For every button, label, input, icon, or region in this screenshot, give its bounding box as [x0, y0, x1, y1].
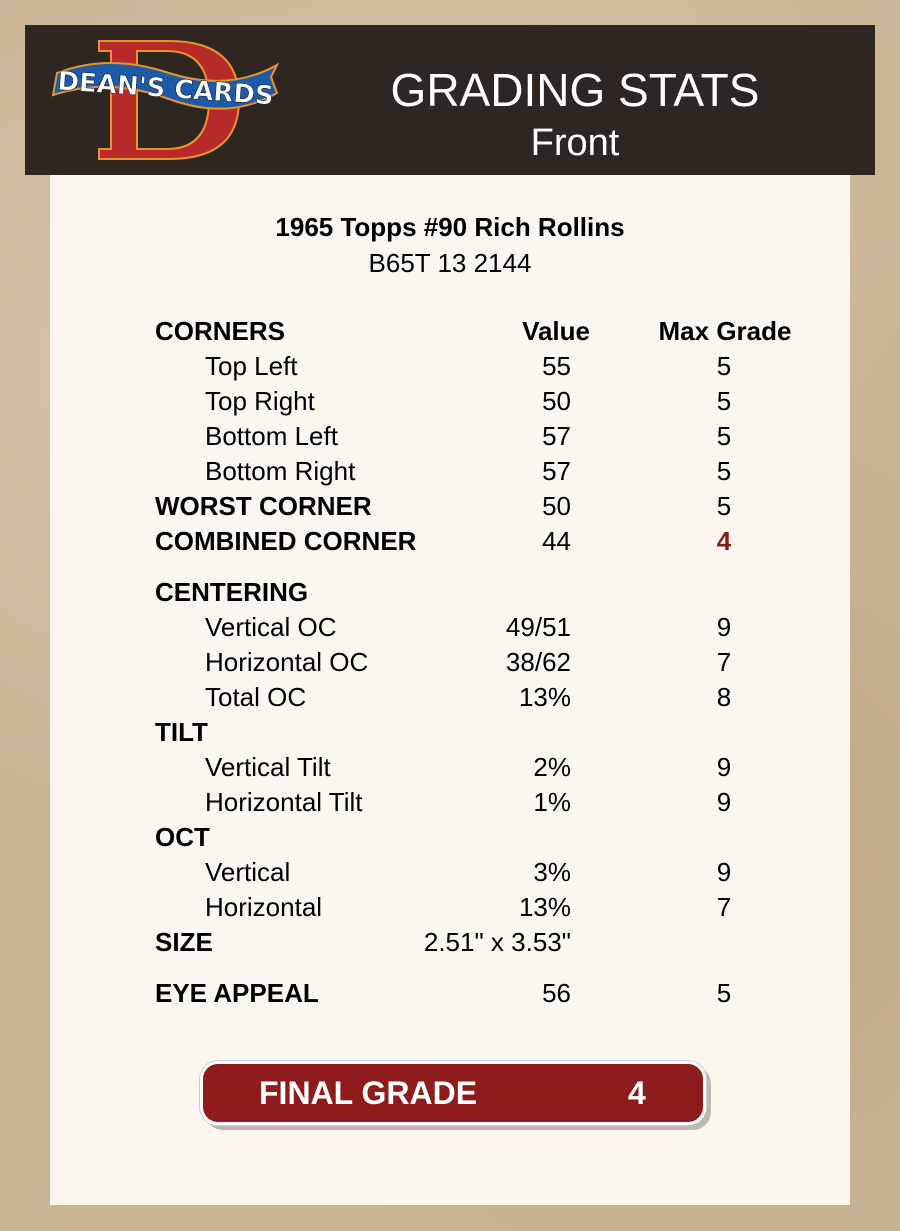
row-label: Vertical Tilt [205, 752, 331, 782]
row-value: 57 [542, 456, 571, 486]
row-value: 56 [542, 978, 571, 1008]
row-label: Horizontal [205, 892, 323, 922]
table-row: Vertical OC 49/51 9 [50, 610, 850, 645]
row-max-grade: 5 [716, 351, 732, 381]
row-label: OCT [155, 822, 210, 852]
row-label: Horizontal Tilt [205, 787, 363, 817]
row-max-grade: 5 [716, 978, 732, 1008]
column-header-value: Value [522, 316, 590, 346]
table-row: Bottom Right 57 5 [50, 454, 850, 489]
row-label: EYE APPEAL [155, 978, 319, 1008]
row-value: 1% [533, 787, 571, 817]
table-row: TILT [50, 715, 850, 750]
row-max-grade: 5 [716, 421, 732, 451]
row-max-grade: 5 [716, 491, 732, 521]
row-label: TILT [155, 717, 208, 747]
table-row: Horizontal Tilt 1% 9 [50, 785, 850, 820]
row-value: 13% [518, 682, 571, 712]
page-subtitle: Front [530, 122, 620, 164]
table-row: Top Left 55 5 [50, 349, 850, 384]
row-value: 2% [533, 752, 571, 782]
table-row: Total OC 13% 8 [50, 680, 850, 715]
column-header-max-grade: Max Grade [658, 316, 792, 346]
row-max-grade: 7 [716, 892, 732, 922]
row-label: SIZE [155, 927, 213, 957]
row-value: 44 [542, 526, 571, 556]
table-row: CENTERING [50, 575, 850, 610]
row-label: Top Right [205, 386, 315, 416]
row-value: 50 [542, 386, 571, 416]
row-value: 57 [542, 421, 571, 451]
row-label: Horizontal OC [205, 647, 369, 677]
row-max-grade: 5 [716, 456, 732, 486]
table-row: COMBINED CORNER 44 4 [50, 524, 850, 559]
table-row: Top Right 50 5 [50, 384, 850, 419]
row-label: Bottom Right [205, 456, 356, 486]
row-value: 38/62 [505, 647, 571, 677]
card-name: 1965 Topps #90 Rich Rollins [275, 212, 625, 242]
final-grade-label: FINAL GRADE [259, 1075, 478, 1111]
table-row: Horizontal 13% 7 [50, 890, 850, 925]
header: DEAN'S CARDS GRADING STATS Front [25, 25, 875, 175]
row-label: Top Left [205, 351, 298, 381]
grading-table: CORNERS Value Max Grade Top Left 55 5 Top Righ… [50, 314, 850, 1011]
row-max-grade: 4 [716, 526, 732, 556]
row-label: Vertical OC [205, 612, 337, 642]
row-max-grade: 8 [716, 682, 732, 712]
deans-cards-logo: DEAN'S CARDS [51, 40, 280, 160]
grading-card: 1965 Topps #90 Rich Rollins B65T 13 2144… [50, 175, 850, 1205]
row-value: 50 [542, 491, 571, 521]
row-label: COMBINED CORNER [155, 526, 417, 556]
row-label: Vertical [205, 857, 291, 887]
row-value: 3% [533, 857, 571, 887]
table-row: Vertical Tilt 2% 9 [50, 750, 850, 785]
row-value: 2.51" x 3.53" [423, 927, 571, 957]
card-code: B65T 13 2144 [368, 248, 532, 278]
row-label: CORNERS [155, 316, 286, 346]
final-grade-value: 4 [628, 1075, 646, 1111]
table-row: Bottom Left 57 5 [50, 419, 850, 454]
final-grade-badge: FINAL GRADE 4 [200, 1061, 706, 1125]
row-max-grade: 7 [716, 647, 732, 677]
row-label: CENTERING [155, 577, 309, 607]
row-value: 49/51 [505, 612, 571, 642]
row-label: WORST CORNER [155, 491, 372, 521]
table-row: WORST CORNER 50 5 [50, 489, 850, 524]
table-row: Vertical 3% 9 [50, 855, 850, 890]
table-row: CORNERS Value Max Grade [50, 314, 850, 349]
row-value: 13% [518, 892, 571, 922]
row-max-grade: 9 [716, 857, 732, 887]
row-label: Total OC [205, 682, 307, 712]
row-max-grade: 9 [716, 787, 732, 817]
row-label: Bottom Left [205, 421, 338, 451]
row-max-grade: 5 [716, 386, 732, 416]
row-max-grade: 9 [716, 752, 732, 782]
table-row: SIZE 2.51" x 3.53" [50, 925, 850, 960]
row-value: 55 [542, 351, 571, 381]
table-row: Horizontal OC 38/62 7 [50, 645, 850, 680]
table-row: EYE APPEAL 56 5 [50, 976, 850, 1011]
svg-text:DEAN'S CARDS: DEAN'S CARDS [57, 67, 275, 112]
row-max-grade: 9 [716, 612, 732, 642]
page-title: GRADING STATS [390, 64, 760, 116]
table-row: OCT [50, 820, 850, 855]
